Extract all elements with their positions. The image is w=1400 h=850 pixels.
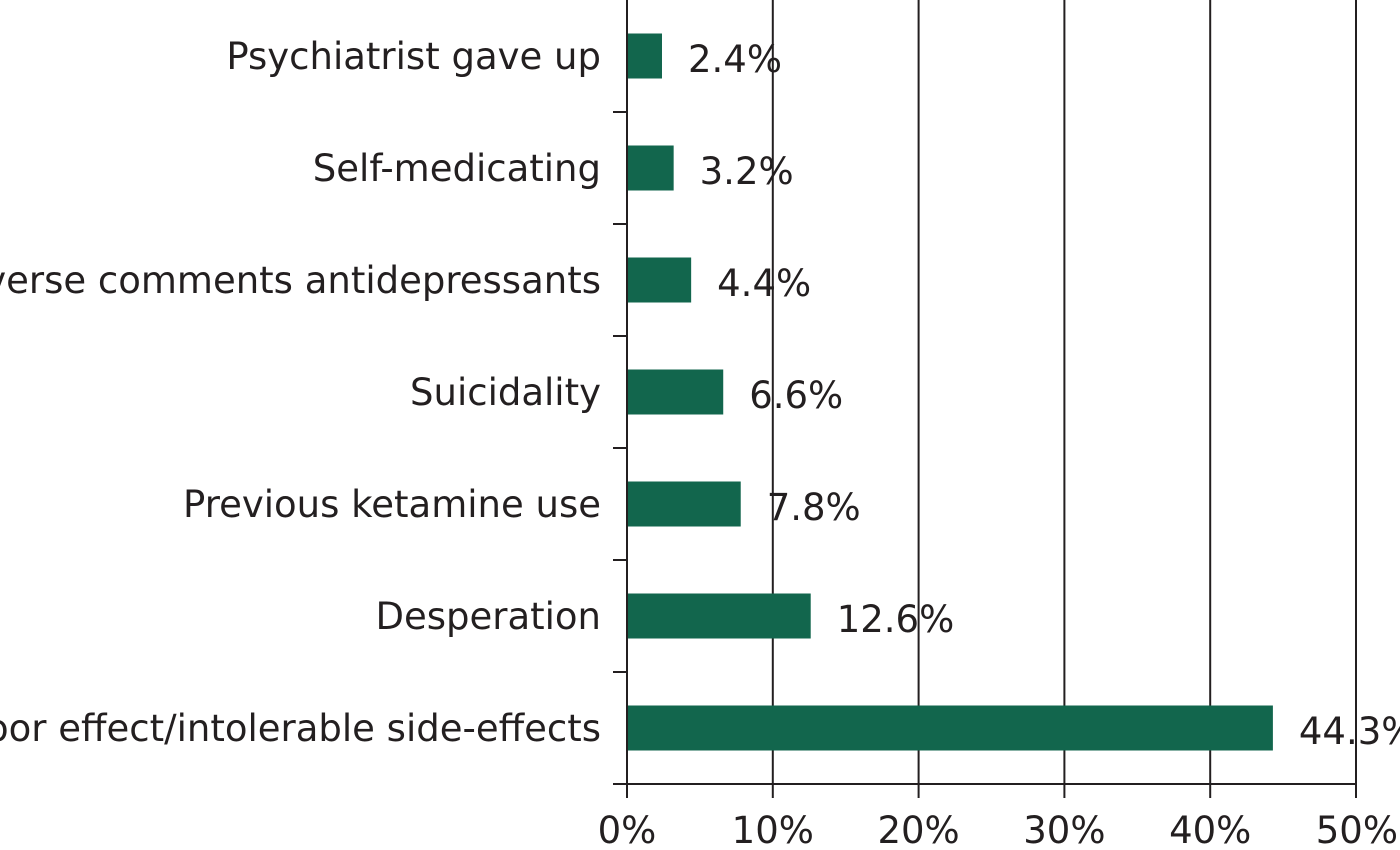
labels: Psychiatrist gave up 2.4% Self-medicating 3… (0, 35, 1400, 850)
x-tick-label-50: 50% (1316, 809, 1398, 850)
value-label-1: 3.2% (700, 150, 794, 193)
category-label-1: Self-medicating (313, 147, 601, 190)
x-tick-label-40: 40% (1169, 809, 1251, 850)
category-label-0: Psychiatrist gave up (226, 35, 601, 78)
value-label-4: 7.8% (767, 486, 861, 529)
category-label-3: Suicidality (410, 371, 601, 414)
bar-4 (627, 481, 741, 527)
bar-5 (627, 593, 811, 639)
bar-0 (627, 33, 662, 79)
axes (613, 0, 1357, 798)
value-label-0: 2.4% (688, 38, 782, 81)
bar-2 (627, 257, 692, 303)
bars (627, 33, 1273, 751)
category-label-5: Desperation (375, 595, 601, 638)
x-tick-label-0: 0% (598, 809, 657, 850)
value-label-3: 6.6% (749, 374, 843, 417)
value-label-6: 44.3% (1299, 710, 1400, 753)
bar-1 (627, 145, 674, 191)
category-label-4: Previous ketamine use (183, 483, 601, 526)
category-label-6: Poor effect/intolerable side-effects (0, 707, 601, 750)
bar-6 (627, 705, 1273, 751)
bar-3 (627, 369, 724, 415)
value-label-5: 12.6% (837, 598, 955, 641)
x-tick-label-10: 10% (732, 809, 814, 850)
grid-lines (771, 0, 1357, 784)
x-tick-label-20: 20% (877, 809, 959, 850)
category-label-2: Adverse comments antidepressants (0, 259, 601, 302)
x-tick-label-30: 30% (1023, 809, 1105, 850)
value-label-2: 4.4% (717, 262, 811, 305)
